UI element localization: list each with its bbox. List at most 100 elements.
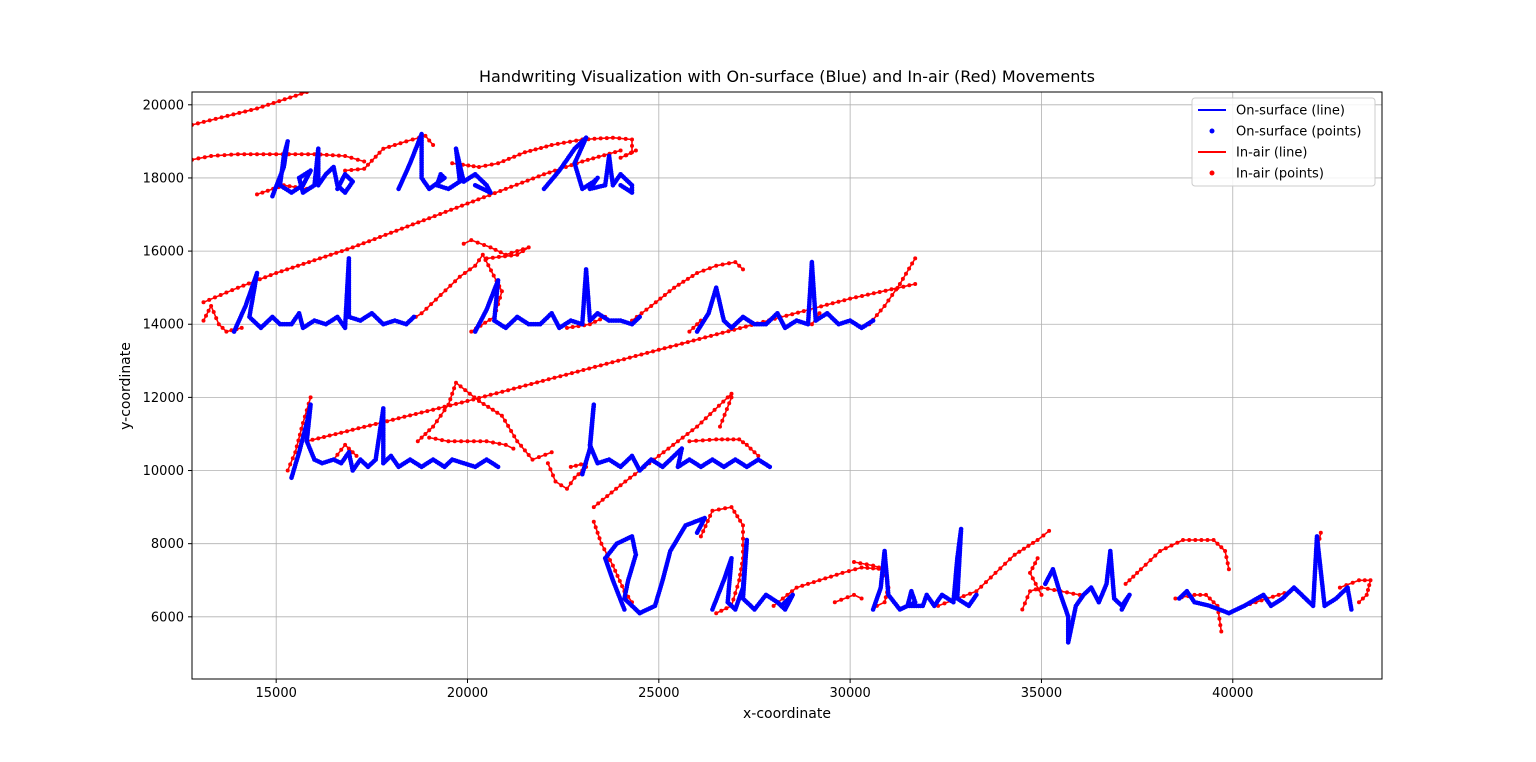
in-air-point (623, 136, 628, 141)
in-air-point (752, 450, 757, 455)
in-air-point (864, 562, 869, 567)
in-air-point (1025, 595, 1030, 600)
in-air-point (476, 197, 481, 202)
in-air-point (349, 155, 354, 160)
in-air-point (984, 580, 988, 585)
in-air-point (369, 158, 374, 163)
in-air-point (1039, 585, 1044, 590)
in-air-point (551, 473, 555, 478)
in-air-point (515, 252, 520, 257)
in-air-point (573, 463, 578, 468)
in-air-point (829, 574, 833, 579)
in-air-point (622, 357, 626, 362)
in-air-point (1039, 592, 1044, 597)
in-air-point (255, 192, 259, 197)
in-air-point (1131, 574, 1136, 579)
in-air-point (817, 578, 822, 583)
in-air-point (396, 416, 401, 421)
in-air-point (201, 119, 206, 124)
in-air-point (427, 216, 432, 221)
in-air-point (224, 290, 229, 295)
x-tick-label: 30000 (829, 686, 870, 701)
in-air-point (1318, 530, 1323, 535)
in-air-point (463, 388, 468, 393)
in-air-point (255, 106, 259, 111)
in-air-point (860, 294, 864, 298)
in-air-point (609, 490, 614, 495)
in-air-point (1047, 528, 1052, 533)
in-air-point (628, 475, 633, 480)
in-air-point (727, 261, 731, 266)
in-air-point (301, 421, 305, 425)
in-air-point (497, 441, 502, 446)
in-air-point (731, 597, 736, 602)
in-air-point (287, 184, 292, 189)
in-air-point (501, 159, 506, 164)
in-air-point (700, 438, 705, 443)
in-air-point (413, 412, 418, 416)
in-air-point (806, 581, 810, 586)
in-air-point (672, 285, 677, 290)
in-air-point (720, 330, 725, 335)
in-air-point (695, 271, 700, 275)
in-air-point (1052, 588, 1057, 592)
in-air-point (239, 325, 244, 330)
in-air-point (744, 442, 749, 447)
in-air-point (1205, 538, 1210, 542)
in-air-point (876, 565, 881, 570)
in-air-point (408, 413, 413, 418)
in-air-point (458, 384, 463, 389)
in-air-point (691, 325, 696, 330)
in-air-point (596, 154, 601, 159)
in-air-point (658, 296, 663, 301)
in-air-point (277, 99, 282, 104)
in-air-point (535, 380, 540, 385)
in-air-point (871, 563, 876, 568)
in-air-point (1031, 540, 1035, 545)
in-air-point (296, 438, 301, 443)
in-air-point (600, 497, 605, 502)
in-air-point (604, 136, 609, 141)
in-air-point (656, 453, 661, 458)
in-air-point (1035, 538, 1040, 542)
in-air-point (1017, 549, 1022, 554)
in-air-point (790, 312, 795, 317)
in-air-point (729, 505, 734, 510)
in-air-point (274, 152, 279, 157)
in-air-point (801, 309, 806, 314)
in-air-point (1026, 543, 1031, 548)
in-air-point (539, 146, 543, 150)
in-air-point (701, 268, 706, 273)
in-air-point (299, 426, 304, 431)
in-air-point (610, 360, 615, 365)
in-air-point (263, 275, 268, 280)
in-air-point (727, 401, 732, 406)
x-tick-label: 40000 (1212, 686, 1253, 701)
in-air-point (218, 293, 223, 297)
in-air-point (633, 354, 638, 358)
in-air-point (687, 439, 692, 444)
in-air-point (598, 317, 603, 322)
in-air-point (853, 567, 858, 572)
in-air-point (1030, 566, 1035, 571)
in-air-point (615, 573, 620, 578)
in-air-point (979, 584, 984, 589)
in-air-point (423, 432, 428, 436)
in-air-point (498, 295, 502, 300)
in-air-point (361, 241, 366, 246)
on-surface-point (779, 603, 784, 609)
in-air-point (741, 267, 745, 272)
in-air-point (852, 560, 856, 564)
in-air-point (431, 143, 436, 147)
in-air-point (961, 594, 966, 599)
in-air-point (419, 410, 424, 415)
in-air-point (285, 468, 290, 473)
in-air-point (676, 282, 681, 287)
in-air-point (334, 250, 339, 255)
in-air-point (703, 335, 708, 340)
in-air-point (495, 410, 500, 415)
in-air-point (343, 154, 348, 158)
in-air-point (549, 450, 554, 455)
in-air-point (503, 418, 507, 423)
